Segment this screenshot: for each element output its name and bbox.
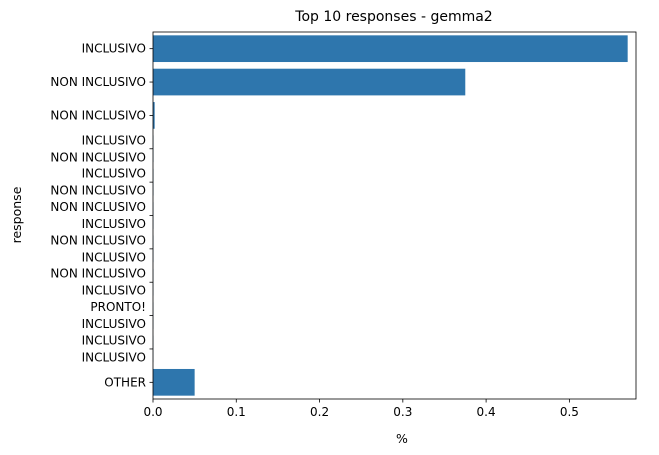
x-tick-label: 0.3	[393, 405, 412, 419]
x-ticks-group: 0.0 0.1 0.2 0.3 0.4 0.5	[143, 399, 579, 419]
bar	[153, 68, 466, 96]
x-tick-label: 0.1	[227, 405, 246, 419]
y-tick-label: INCLUSIVO	[82, 333, 146, 347]
x-tick-label: 0.5	[560, 405, 579, 419]
bar	[153, 35, 628, 63]
bar	[153, 102, 155, 129]
x-tick-label: 0.0	[143, 405, 162, 419]
y-tick-label: NON INCLUSIVO	[50, 267, 146, 281]
y-tick-label: INCLUSIVO	[82, 133, 146, 147]
bar	[153, 368, 195, 396]
y-axis-label: response	[9, 186, 24, 243]
bars-group	[153, 35, 628, 396]
y-tick-label: NON INCLUSIVO	[50, 75, 146, 89]
y-tick-label: INCLUSIVO	[82, 167, 146, 181]
plot-frame	[152, 31, 637, 400]
y-tick-label: NON INCLUSIVO	[50, 184, 146, 198]
y-tick-label: INCLUSIVO	[82, 284, 146, 298]
chart-title: Top 10 responses - gemma2	[294, 9, 492, 25]
y-tick-label: NON INCLUSIVO	[50, 200, 146, 214]
y-tick-label: INCLUSIVO	[82, 350, 146, 364]
y-tick-label: PRONTO!	[90, 300, 146, 314]
y-tick-label: INCLUSIVO	[82, 217, 146, 231]
y-tick-label: NON INCLUSIVO	[50, 108, 146, 122]
y-tick-label: INCLUSIVO	[82, 42, 146, 56]
y-tick-label: NON INCLUSIVO	[50, 233, 146, 247]
y-tick-label: NON INCLUSIVO	[50, 150, 146, 164]
x-axis-label: %	[396, 431, 408, 446]
y-tick-label: INCLUSIVO	[82, 317, 146, 331]
y-tick-label: OTHER	[104, 375, 146, 389]
x-tick-label: 0.4	[477, 405, 496, 419]
y-tick-label: INCLUSIVO	[82, 250, 146, 264]
x-tick-label: 0.2	[310, 405, 329, 419]
y-ticks-group: INCLUSIVO NON INCLUSIVO NON INCLUSIVO INCLU…	[50, 42, 153, 389]
